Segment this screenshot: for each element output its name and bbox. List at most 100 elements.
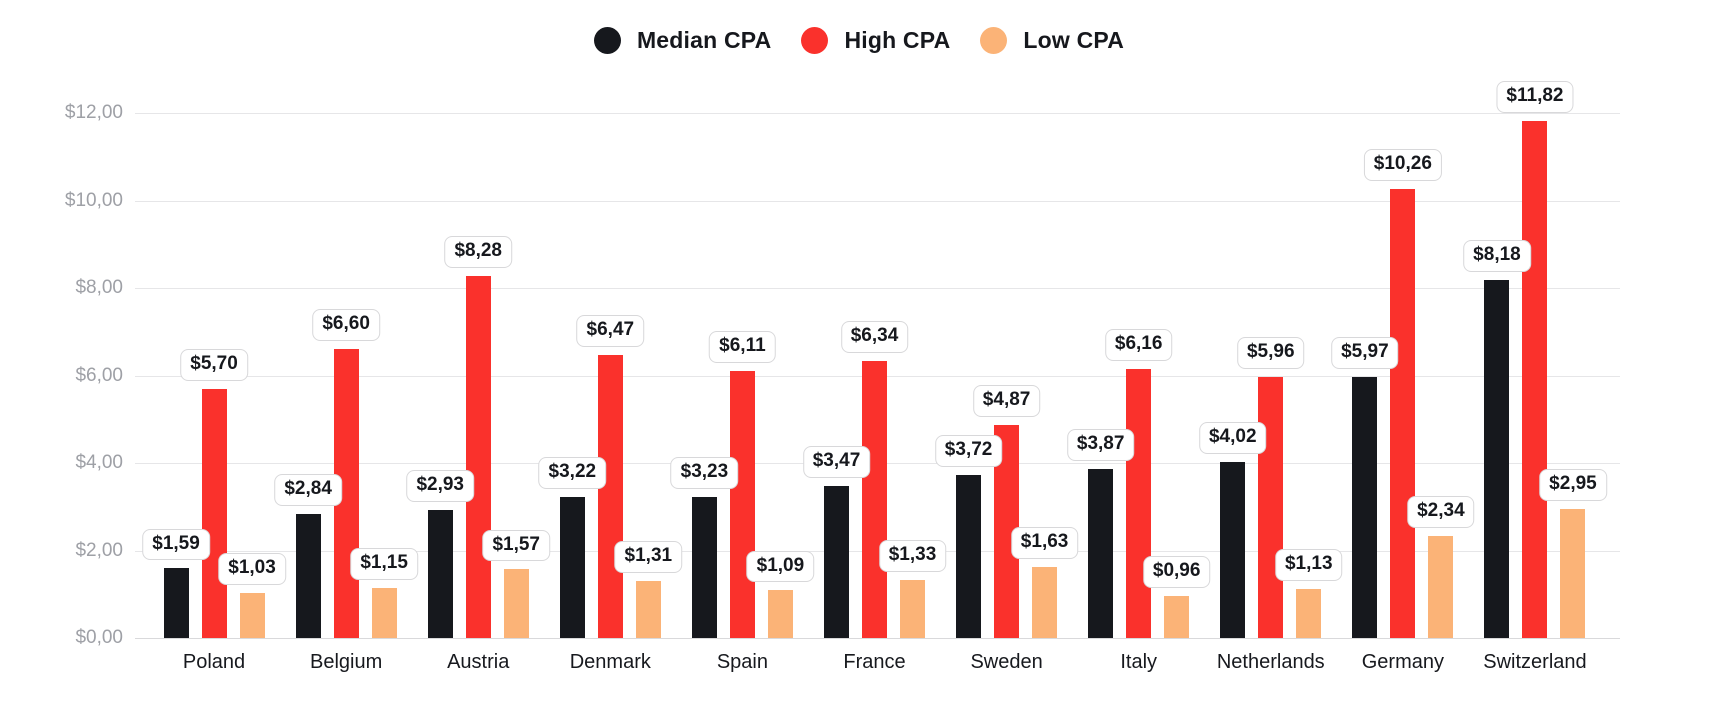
gridline-0 [135, 638, 1620, 639]
x-axis: Poland Belgium Austria Denmark Spain France Sw… [148, 651, 1601, 681]
x-label-italy: Italy [1120, 651, 1158, 673]
x-label-netherlands: Netherlands [1216, 651, 1325, 673]
bar-high-cpa-austria [465, 275, 491, 638]
median-cpa-dot-icon [593, 27, 621, 54]
bar-high-cpa-denmark [597, 354, 623, 638]
value-label-high-cpa-france: $6,34 [840, 320, 909, 353]
bar-high-cpa-netherlands [1258, 377, 1284, 638]
value-label-median-cpa-denmark: $3,22 [538, 457, 607, 490]
value-label-high-cpa-switzerland: $11,82 [1496, 81, 1574, 113]
bar-median-cpa-switzerland [1484, 280, 1510, 638]
legend-item-median-cpa[interactable]: Median CPA [593, 27, 772, 54]
value-label-high-cpa-austria: $8,28 [444, 235, 512, 268]
high-cpa-dot-icon [801, 27, 829, 54]
value-label-low-cpa-austria: $1,57 [482, 529, 550, 562]
bar-high-cpa-spain [729, 370, 755, 638]
value-label-high-cpa-netherlands: $5,96 [1236, 337, 1305, 370]
bar-median-cpa-denmark [559, 497, 585, 638]
bar-low-cpa-spain [767, 590, 793, 638]
bar-low-cpa-austria [503, 569, 529, 638]
y-tick-label-4: $4,00 [75, 452, 123, 473]
bar-high-cpa-germany [1390, 189, 1416, 638]
x-label-denmark: Denmark [569, 651, 651, 673]
legend-item-high-cpa[interactable]: High CPA [801, 27, 950, 54]
value-label-median-cpa-austria: $2,93 [406, 470, 474, 502]
bar-low-cpa-denmark [635, 580, 661, 638]
bar-low-cpa-italy [1164, 596, 1190, 638]
x-label-poland: Poland [182, 651, 246, 673]
gridline-10 [135, 200, 1620, 202]
gridline-12 [135, 113, 1620, 114]
value-label-median-cpa-italy: $3,87 [1066, 428, 1135, 461]
legend-label-low-cpa: Low CPA [1023, 27, 1125, 53]
value-label-low-cpa-switzerland: $2,95 [1539, 469, 1607, 501]
value-label-median-cpa-switzerland: $8,18 [1463, 240, 1531, 273]
bar-median-cpa-austria [427, 509, 453, 638]
x-label-switzerland: Switzerland [1483, 651, 1587, 673]
bar-low-cpa-germany [1428, 535, 1454, 638]
value-label-median-cpa-poland: $1,59 [142, 528, 210, 561]
value-label-high-cpa-poland: $5,70 [180, 348, 248, 381]
bar-low-cpa-france [900, 579, 925, 638]
value-label-low-cpa-poland: $1,03 [218, 553, 286, 585]
x-label-france: France [843, 651, 906, 673]
value-label-high-cpa-germany: $10,26 [1363, 149, 1442, 182]
value-label-high-cpa-denmark: $6,47 [576, 315, 645, 347]
bar-low-cpa-netherlands [1296, 588, 1322, 638]
bar-high-cpa-poland [201, 388, 227, 638]
value-label-median-cpa-france: $3,47 [802, 446, 871, 479]
bar-median-cpa-sweden [956, 475, 982, 638]
value-label-median-cpa-spain: $3,23 [670, 456, 739, 489]
y-tick-label-10: $10,00 [64, 189, 123, 211]
value-label-median-cpa-sweden: $3,72 [934, 435, 1003, 468]
bar-low-cpa-switzerland [1560, 508, 1586, 638]
bar-median-cpa-poland [163, 568, 189, 638]
value-label-low-cpa-belgium: $1,15 [350, 547, 418, 580]
legend-label-median-cpa: Median CPA [636, 27, 772, 53]
x-label-belgium: Belgium [309, 651, 383, 673]
value-label-high-cpa-italy: $6,16 [1104, 328, 1173, 361]
bar-median-cpa-france [824, 486, 849, 638]
value-label-low-cpa-italy: $0,96 [1142, 556, 1211, 588]
legend-label-high-cpa: High CPA [844, 27, 951, 53]
bar-median-cpa-italy [1088, 468, 1114, 638]
x-label-germany: Germany [1361, 651, 1444, 673]
bar-median-cpa-spain [691, 496, 717, 638]
bar-low-cpa-sweden [1032, 566, 1058, 638]
value-label-median-cpa-netherlands: $4,02 [1198, 422, 1267, 455]
value-label-low-cpa-spain: $1,09 [746, 550, 815, 583]
bar-low-cpa-poland [239, 592, 265, 638]
y-tick-label-2: $2,00 [75, 539, 123, 561]
bar-high-cpa-italy [1126, 368, 1152, 638]
x-label-sweden: Sweden [970, 651, 1043, 673]
bar-low-cpa-belgium [371, 587, 397, 638]
x-label-austria: Austria [447, 651, 510, 673]
value-label-low-cpa-france: $1,33 [878, 540, 947, 572]
x-label-spain: Spain [716, 651, 768, 673]
value-label-low-cpa-denmark: $1,31 [614, 540, 683, 573]
bar-median-cpa-belgium [295, 513, 321, 638]
low-cpa-dot-icon [980, 27, 1008, 54]
legend: Median CPA High CPA Low CPA [0, 27, 1718, 54]
bars-area: $1,59 $5,70 $1,03 $2,84 $6,60 $1,15 $2,93 $8,28… [142, 81, 1607, 638]
value-label-low-cpa-germany: $2,34 [1407, 495, 1475, 528]
legend-item-low-cpa[interactable]: Low CPA [980, 27, 1124, 54]
y-tick-label-6: $6,00 [75, 364, 123, 386]
value-label-low-cpa-netherlands: $1,13 [1274, 548, 1343, 581]
value-label-low-cpa-sweden: $1,63 [1010, 526, 1079, 559]
y-tick-label-0: $0,00 [75, 627, 123, 648]
value-label-median-cpa-belgium: $2,84 [274, 473, 342, 506]
gridline-8 [135, 288, 1620, 289]
y-axis: $0,00 $2,00 $4,00 $6,00 $8,00 $10,00 $12,00 [0, 102, 123, 648]
value-label-median-cpa-germany: $5,97 [1331, 337, 1399, 369]
y-tick-label-8: $8,00 [75, 277, 123, 298]
bar-high-cpa-switzerland [1522, 120, 1548, 638]
value-label-high-cpa-belgium: $6,60 [312, 309, 380, 342]
value-label-high-cpa-spain: $6,11 [709, 330, 776, 363]
bar-high-cpa-france [862, 360, 887, 638]
y-tick-label-12: $12,00 [64, 102, 123, 123]
bar-median-cpa-germany [1352, 376, 1378, 638]
value-label-high-cpa-sweden: $4,87 [972, 385, 1041, 417]
bar-median-cpa-netherlands [1220, 462, 1246, 638]
